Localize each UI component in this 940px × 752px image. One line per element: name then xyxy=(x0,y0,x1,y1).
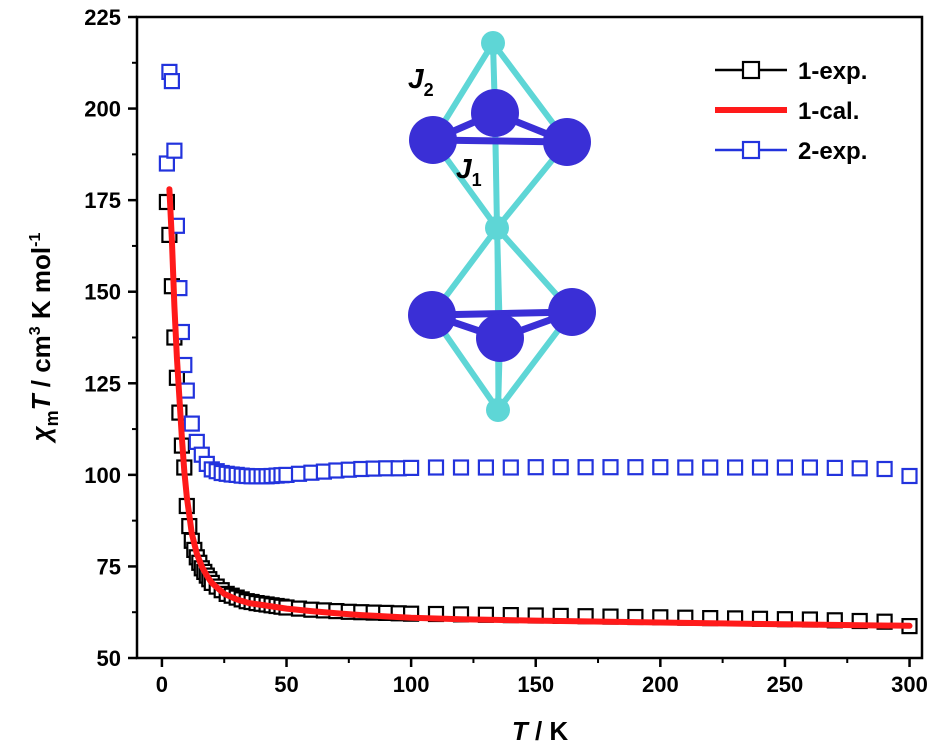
bridging-atom xyxy=(481,31,505,55)
x-tick-label: 100 xyxy=(393,672,430,697)
legend: 1-exp. 1-cal. 2-exp. xyxy=(715,58,867,165)
data-point xyxy=(166,142,183,159)
coupling-label: J2 xyxy=(408,63,434,100)
legend-item: 2-exp. xyxy=(715,138,867,165)
legend-label: 2-exp. xyxy=(798,138,867,165)
x-tick-label: 0 xyxy=(156,672,168,697)
metal-atom xyxy=(409,116,457,164)
data-point xyxy=(776,459,794,476)
x-tick-labels: 0 50 100 150 200 250 300 xyxy=(156,672,928,697)
bridging-atom xyxy=(486,398,510,422)
data-point xyxy=(163,72,180,90)
y-tick-label: 150 xyxy=(84,280,121,305)
data-point xyxy=(477,459,494,476)
legend-label: 1-exp. xyxy=(798,58,867,85)
data-point xyxy=(851,460,868,477)
series-layer xyxy=(158,63,918,635)
legend-marker xyxy=(741,60,761,80)
data-point xyxy=(801,459,819,476)
data-point xyxy=(452,459,470,476)
data-point xyxy=(577,459,594,476)
coupling-label: J1 xyxy=(456,153,482,190)
y-tick-label: 175 xyxy=(84,188,121,213)
legend-label: 1-cal. xyxy=(798,98,859,125)
bridging-atom xyxy=(485,216,509,240)
data-point xyxy=(901,467,918,485)
series-2-exp- xyxy=(158,63,918,485)
data-point xyxy=(652,459,669,476)
crystal-structure-inset: J2 J1 xyxy=(408,31,596,422)
data-point xyxy=(403,459,420,476)
metal-atom xyxy=(543,118,591,166)
data-point xyxy=(502,459,519,476)
x-tick-label: 300 xyxy=(891,672,928,697)
legend-item: 1-exp. xyxy=(715,58,867,85)
y-tick-label: 50 xyxy=(97,646,121,671)
data-point xyxy=(552,459,569,476)
y-tick-label: 100 xyxy=(84,463,121,488)
x-tick-label: 200 xyxy=(642,672,679,697)
data-point xyxy=(751,459,769,476)
data-point xyxy=(702,459,719,476)
x-tick-label: 150 xyxy=(517,672,554,697)
axis-ticks xyxy=(128,15,911,667)
x-tick-label: 250 xyxy=(767,672,804,697)
calculated-curve xyxy=(166,186,913,629)
y-tick-label: 200 xyxy=(84,97,121,122)
metal-atom xyxy=(408,291,456,339)
data-point xyxy=(627,459,644,476)
legend-item: 1-cal. xyxy=(715,98,859,125)
data-point xyxy=(527,459,544,476)
data-point xyxy=(427,459,445,476)
y-tick-labels: 50 75 100 125 150 175 200 225 xyxy=(84,5,121,671)
data-point xyxy=(726,459,744,476)
metal-atom xyxy=(548,288,596,336)
series-1-exp- xyxy=(158,193,918,635)
data-point xyxy=(183,415,200,432)
x-axis-title: T / K xyxy=(512,716,569,746)
x-tick-label: 50 xyxy=(274,672,298,697)
metal-atom xyxy=(471,89,519,137)
legend-marker xyxy=(741,140,761,160)
series-1-cal- xyxy=(166,186,913,629)
data-point xyxy=(677,459,694,476)
y-tick-label: 75 xyxy=(97,554,121,579)
data-point xyxy=(876,460,893,478)
y-tick-label: 225 xyxy=(84,5,121,30)
metal-atom xyxy=(476,314,524,362)
data-point xyxy=(826,459,843,476)
y-tick-label: 125 xyxy=(84,371,121,396)
data-point xyxy=(602,459,619,476)
y-axis-title: χmT / cm3 K mol-1 xyxy=(26,233,62,445)
